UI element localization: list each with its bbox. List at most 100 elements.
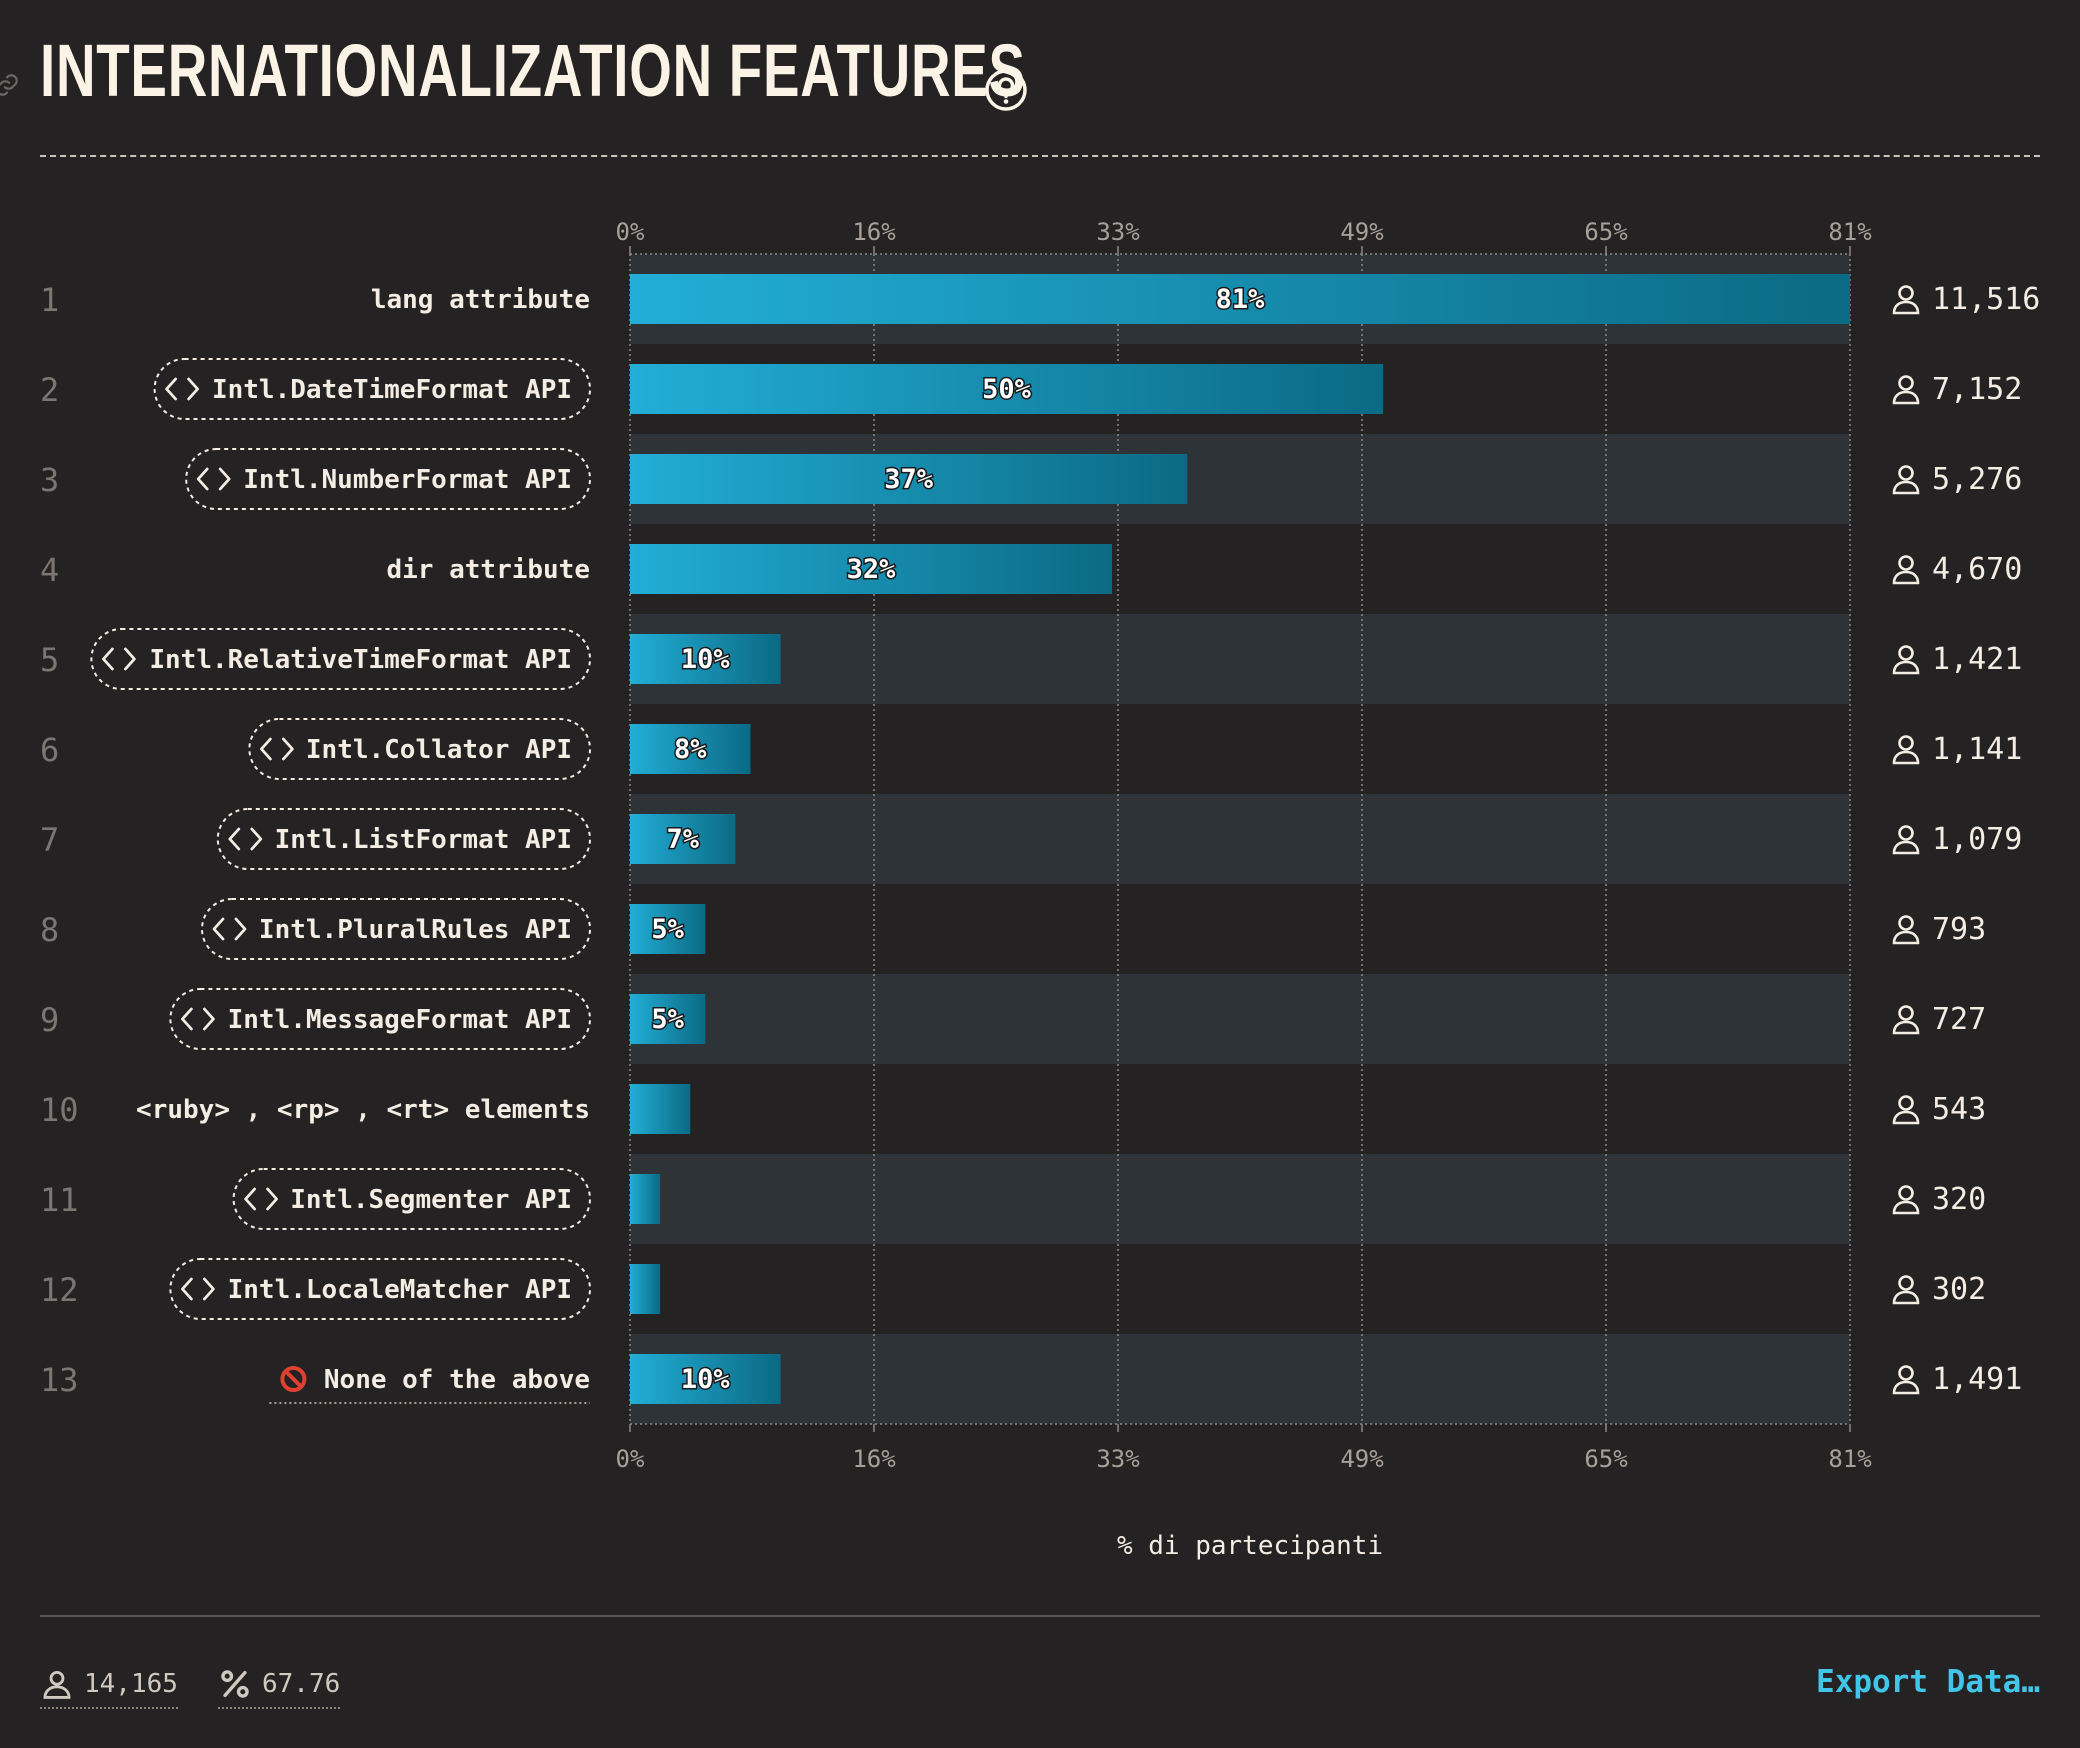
x-axis-label: % di partecipanti [1117,1531,1383,1561]
user-icon [1892,645,1920,675]
bar-value-label: 37% [884,464,934,495]
total-respondents[interactable]: 14,165 [40,1663,178,1709]
bar-row: 1 lang attribute 81% 11,516 [40,274,2040,324]
title-divider [40,155,2040,157]
x-tick-label-top: 49% [1340,218,1384,246]
bar[interactable] [630,814,736,864]
category-label: dir attribute [387,555,591,585]
completion-percentage[interactable]: 67.76 [218,1663,341,1709]
bar[interactable] [630,994,706,1044]
api-badge[interactable] [90,628,592,690]
user-icon [1892,735,1920,765]
user-icon [43,1670,71,1699]
bar-value-label: 8% [674,734,707,765]
x-tick-label-bottom: 49% [1340,1445,1384,1473]
link-icon[interactable] [0,72,20,98]
api-badge[interactable] [248,718,591,780]
row-rank: 2 [40,371,59,409]
bar[interactable] [630,1354,781,1404]
category-label[interactable]: Intl.ListFormat API [275,825,572,855]
respondent-count: 1,421 [1932,642,2022,677]
api-badge[interactable] [153,358,591,420]
code-brackets-icon [165,377,200,401]
bar[interactable] [630,1264,661,1314]
respondent-count: 793 [1932,912,1986,947]
bar[interactable] [630,724,751,774]
category-label[interactable]: Intl.Segmenter API [290,1185,572,1215]
completion-percentage-value: 67.76 [262,1669,341,1699]
bar-value-label: 5% [651,914,684,945]
row-band [630,614,1850,704]
respondent-count: 543 [1932,1092,1986,1127]
bar-row: 13 None of the above 10% 1,491 [40,1354,2022,1404]
row-rank: 10 [40,1091,79,1129]
api-badge[interactable] [169,1258,591,1320]
user-icon [1892,555,1920,585]
user-icon [1892,1005,1920,1035]
total-respondents-value: 14,165 [84,1669,178,1699]
bar-row: 2 Intl.DateTimeFormat API 50% 7,152 [40,358,2022,420]
chart-title: INTERNATIONALIZATION FEATURES [40,29,1026,112]
bar-row: 9 Intl.MessageFormat API 5% 727 [40,988,1986,1050]
bar[interactable] [630,454,1188,504]
bar-value-label: 5% [651,1004,684,1035]
bar[interactable] [630,904,706,954]
x-tick-label-top: 65% [1584,218,1628,246]
x-tick-label-top: 81% [1828,218,1872,246]
prohibited-icon [280,1366,307,1392]
category-label[interactable]: Intl.NumberFormat API [243,465,572,495]
api-badge[interactable] [216,808,592,870]
user-icon [1892,465,1920,495]
bar[interactable] [630,274,1850,324]
category-label[interactable]: Intl.LocaleMatcher API [228,1275,572,1305]
bar-row: 11 Intl.Segmenter API 320 [40,1168,1986,1230]
bar[interactable] [630,544,1112,594]
category-label[interactable]: Intl.RelativeTimeFormat API [149,645,572,675]
footer-divider [40,1615,2040,1617]
respondent-count: 5,276 [1932,462,2022,497]
bar-value-label: 10% [681,644,731,675]
x-tick-label-bottom: 16% [852,1445,896,1473]
bar[interactable] [630,634,781,684]
category-label[interactable]: Intl.PluralRules API [259,915,572,945]
user-icon [1892,1095,1920,1125]
category-label[interactable]: Intl.Collator API [306,735,572,765]
category-label[interactable]: Intl.MessageFormat API [228,1005,572,1035]
help-circle-icon[interactable] [984,68,1028,112]
x-tick-label-top: 16% [852,218,896,246]
row-band [630,1334,1850,1424]
respondent-count: 1,141 [1932,732,2022,767]
bar[interactable] [630,364,1384,414]
row-rank: 5 [40,641,59,679]
row-band [630,794,1850,884]
row-rank: 11 [40,1181,79,1219]
api-badge[interactable] [232,1168,591,1230]
code-brackets-icon [102,647,136,671]
row-rank: 3 [40,461,59,499]
api-badge[interactable] [169,988,591,1050]
x-tick-label-bottom: 81% [1828,1445,1872,1473]
x-tick-label-bottom: 65% [1584,1445,1628,1473]
code-brackets-icon [196,467,231,491]
bar-value-label: 10% [681,1364,731,1395]
bar[interactable] [630,1084,691,1134]
user-icon [1892,825,1920,855]
category-label: <ruby> , <rp> , <rt> elements [136,1095,590,1125]
bar-row: 4 dir attribute 32% 4,670 [40,544,2022,594]
api-badge[interactable] [201,898,591,960]
code-brackets-icon [180,1277,215,1301]
export-data-button[interactable]: Export Data… [1816,1664,2040,1700]
bar-value-label: 81% [1216,284,1266,315]
code-brackets-icon [259,737,294,761]
row-band [630,1154,1850,1244]
bar[interactable] [630,1174,661,1224]
bar-value-label: 32% [847,554,897,585]
code-brackets-icon [228,827,263,851]
respondent-count: 727 [1932,1002,1986,1037]
code-brackets-icon [180,1007,215,1031]
category-label[interactable]: Intl.DateTimeFormat API [212,375,572,405]
x-tick-label-bottom: 0% [616,1445,645,1473]
api-badge[interactable] [185,448,591,510]
bar-row: 5 Intl.RelativeTimeFormat API 10% 1,421 [40,628,2022,690]
